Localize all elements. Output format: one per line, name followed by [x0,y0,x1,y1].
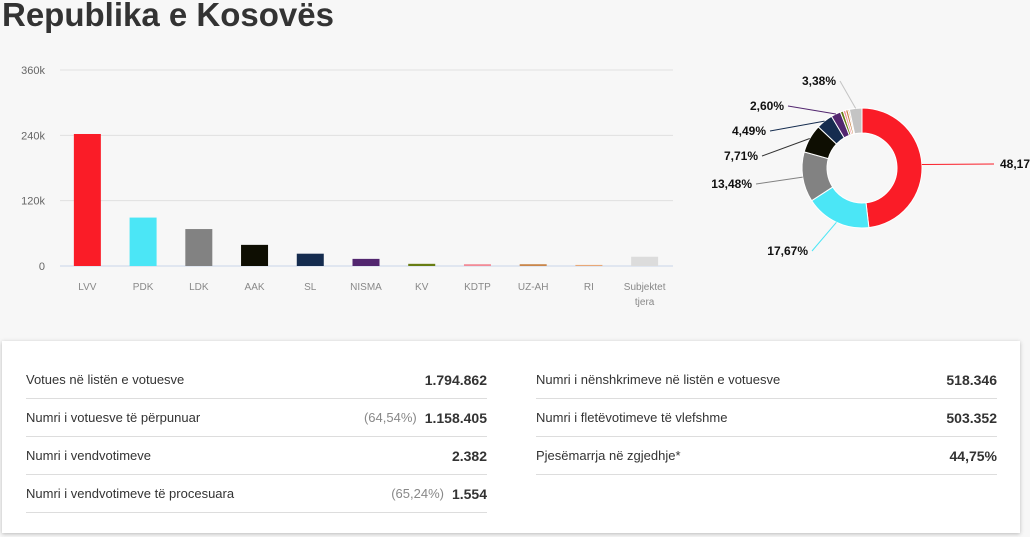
bar [631,256,659,266]
stat-value: 1.554 [451,485,487,502]
stat-label: Numri i nënshkrimeve në listën e votuesv… [536,372,781,387]
leader-line [787,105,836,115]
stat-row: Numri i fletëvotimeve të vlefshme 503.352 [536,399,997,437]
bar [463,264,491,266]
stat-value: 518.346 [946,371,997,388]
x-tick-label: PDK [133,282,154,293]
data-label: 7,71% [724,149,758,163]
stat-label: Pjesëmarrja në zgjedhje* [536,448,681,463]
stat-row: Numri i nënshkrimeve në listën e votuesv… [536,361,997,399]
stats-right: Numri i nënshkrimeve në listën e votuesv… [536,361,997,475]
bar [352,258,380,266]
data-label: 48,17% [1000,157,1030,171]
stat-row: Votues në listën e votuesve 1.794.862 [26,361,487,399]
leader-line [921,163,995,166]
stat-value: 1.158.405 [424,409,487,426]
bar [519,264,547,266]
leader-line [755,176,803,185]
bar [185,229,213,266]
y-tick-label: 0 [39,261,45,273]
stats-card: Votues në listën e votuesve 1.794.862 Numr… [2,341,1020,533]
stat-value: 1.794.862 [424,371,487,388]
y-tick-label: 120k [21,196,45,208]
x-tick-label: LVV [78,282,96,293]
bar [73,133,101,266]
stat-label: Numri i fletëvotimeve të vlefshme [536,410,728,425]
stat-value: 503.352 [946,409,997,426]
bar [129,217,157,266]
stat-value: 44,75% [949,447,997,464]
leader-line [839,80,857,109]
stat-row: Numri i votuesve të përpunuar (64,54%) 1.1… [26,399,487,437]
data-label: 2,60% [750,99,784,113]
x-tick-label: KDTP [464,282,491,293]
x-tick-label: LDK [189,282,209,293]
x-tick-label: NISMA [350,282,382,293]
bar [296,253,324,266]
stat-label: Votues në listën e votuesve [26,372,185,387]
data-label: 13,48% [711,177,752,191]
donut-chart: 48,17% 17,67% 13,48% 7,71% 4,49% 2,60% 3,38% [711,74,1030,258]
stat-percent: (64,54%) [363,410,417,425]
donut-slice [848,107,863,135]
data-label: 4,49% [732,124,766,138]
x-tick-label: RI [584,282,594,293]
stat-row: Pjesëmarrja në zgjedhje* 44,75% [536,437,997,475]
stat-label: Numri i vendvotimeve [26,448,151,463]
x-tick-label: UZ-AH [518,282,549,293]
stat-percent: (65,24%) [391,486,444,501]
stat-label: Numri i votuesve të përpunuar [26,410,201,425]
data-label: 17,67% [767,244,808,258]
x-tick-label: AAK [245,282,265,293]
x-tick-label: tjera [635,297,655,308]
bar-chart: 0 120k 240k 360k LVV PDK LDK AAK SL NISMA KV KDTP UZ… [21,65,673,308]
donut-slice [861,107,923,229]
bar [408,263,436,266]
stat-row: Numri i vendvotimeve 2.382 [26,437,487,475]
stat-row: Numri i vendvotimeve të procesuara (65,24… [26,475,487,513]
bar [575,264,603,266]
page-title: Republika e Kosovës [2,0,334,33]
leader-line [761,138,810,157]
leader-line [769,120,825,132]
stat-label: Numri i vendvotimeve të procesuara [26,486,235,501]
x-tick-label: KV [415,282,429,293]
y-tick-label: 240k [21,130,45,142]
y-tick-label: 360k [21,65,45,77]
leader-line [811,221,837,252]
data-label: 3,38% [802,74,836,88]
x-tick-label: Subjektet [624,282,666,293]
x-tick-label: SL [304,282,317,293]
bar [241,244,269,266]
stat-value: 2.382 [451,447,487,464]
stats-left: Votues në listën e votuesve 1.794.862 Numr… [26,361,487,513]
